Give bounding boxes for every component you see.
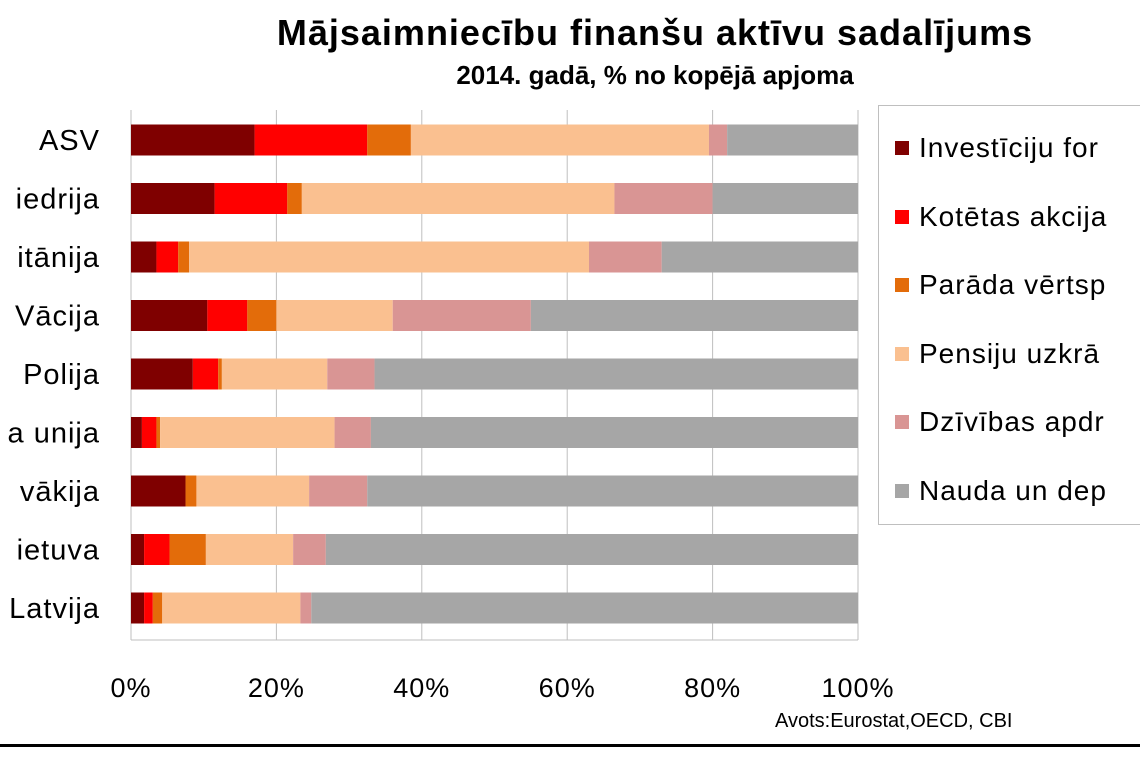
bar-segment xyxy=(311,592,858,624)
bar-segment xyxy=(192,358,219,390)
bar-segment xyxy=(207,300,248,331)
legend-label: Pensiju uzkrā xyxy=(919,337,1101,369)
bar-segment xyxy=(152,592,163,624)
bar-segment xyxy=(309,475,368,507)
bar-segment xyxy=(169,534,206,565)
bar-segment xyxy=(214,183,288,214)
x-tick-label: 60% xyxy=(539,673,596,703)
bar-segment xyxy=(131,475,186,507)
legend-swatch xyxy=(895,278,909,292)
bar-segment xyxy=(144,592,153,624)
legend-label: Investīciju for xyxy=(919,132,1099,163)
x-tick-label: 80% xyxy=(684,673,741,703)
legend-item: Dzīvības apdr xyxy=(895,404,1105,440)
legend-item: Kotētas akcija xyxy=(895,199,1107,235)
legend-swatch xyxy=(895,141,909,155)
bar-segment xyxy=(325,534,858,565)
bar-segment xyxy=(178,241,190,273)
bar-segment xyxy=(367,475,858,507)
bar-segment xyxy=(196,475,310,507)
bar-segment xyxy=(160,417,335,448)
bar-segment xyxy=(301,183,615,214)
chart-subtitle: 2014. gadā, % no kopējā apjoma xyxy=(456,60,854,90)
bar-segment xyxy=(661,241,858,273)
bar-segment xyxy=(293,534,326,565)
bar-segment xyxy=(712,183,858,214)
legend-swatch xyxy=(895,346,909,361)
bar-segment xyxy=(727,124,858,156)
bar-segment xyxy=(131,417,142,448)
bar-segment xyxy=(276,300,393,331)
category-label: Polija xyxy=(23,359,100,391)
x-tick-label: 40% xyxy=(393,673,450,703)
legend-swatch xyxy=(895,483,909,498)
bar-segment xyxy=(530,300,858,331)
bar-segment xyxy=(205,534,294,565)
category-label: Vācija xyxy=(15,301,100,333)
source-note: Avots:Eurostat,OECD, CBI xyxy=(775,710,1013,732)
category-label: ASV xyxy=(39,125,100,157)
bar-segment xyxy=(218,358,222,390)
bar-segment xyxy=(156,417,161,448)
bar-segment xyxy=(254,124,368,156)
bar-segment xyxy=(131,124,255,156)
chart-title: Mājsaimniecību finanšu aktīvu sadalījums xyxy=(276,12,1034,53)
bar-segment xyxy=(614,183,713,214)
x-axis-tick-labels: 0% 20% 40% 60% 80% 100% xyxy=(110,673,894,703)
bar-segment xyxy=(131,592,145,624)
bottom-border xyxy=(0,744,1140,747)
bar-segment xyxy=(131,358,193,390)
legend-label: Nauda un dep xyxy=(919,474,1107,506)
legend-swatch xyxy=(895,415,909,429)
bar-segment xyxy=(327,358,375,390)
x-tick-label: 0% xyxy=(110,673,151,703)
bar-segment xyxy=(370,417,858,448)
bar-segment xyxy=(287,183,302,214)
bar-segment xyxy=(247,300,277,331)
legend-label: Parāda vērtsp xyxy=(919,269,1107,300)
bar-segment xyxy=(189,241,590,273)
bar-segment xyxy=(708,124,728,156)
bar-segment xyxy=(131,241,157,273)
bar-segment xyxy=(221,358,328,390)
category-label: Latvija xyxy=(9,593,100,625)
bars xyxy=(131,124,858,624)
legend-item: Investīciju for xyxy=(895,130,1099,166)
bar-segment xyxy=(131,300,208,331)
bar-segment xyxy=(162,592,301,624)
bar-segment xyxy=(144,534,170,565)
bar-segment xyxy=(392,300,531,331)
bar-segment xyxy=(374,358,858,390)
bar-segment xyxy=(156,241,179,273)
bar-segment xyxy=(410,124,709,156)
legend-item: Parāda vērtsp xyxy=(895,267,1106,303)
bar-segment xyxy=(367,124,411,156)
legend-item: Pensiju uzkrā xyxy=(895,336,1100,372)
category-label: vākija xyxy=(20,476,100,508)
legend-label: Kotētas akcija xyxy=(919,200,1108,232)
bar-segment xyxy=(589,241,662,273)
legend: Investīciju for Kotētas akcija Parāda vērt… xyxy=(878,105,1140,525)
bar-segment xyxy=(300,592,312,624)
legend-label: Dzīvības apdr xyxy=(919,406,1105,437)
bar-segment xyxy=(131,534,145,565)
bar-segment xyxy=(131,183,215,214)
category-label: itānija xyxy=(17,242,100,274)
bar-segment xyxy=(334,417,371,448)
legend-item: Nauda un dep xyxy=(895,473,1107,509)
bar-segment xyxy=(185,475,197,507)
category-labels: ASV iedrija itānija Vācija Polija a unija vāki… xyxy=(8,125,100,625)
bar-segment xyxy=(141,417,157,448)
category-label: a unija xyxy=(8,418,100,450)
category-label: iedrija xyxy=(16,184,100,216)
legend-swatch xyxy=(895,209,909,224)
x-tick-label: 100% xyxy=(821,673,894,703)
category-label: ietuva xyxy=(17,535,100,567)
x-tick-label: 20% xyxy=(248,673,305,703)
